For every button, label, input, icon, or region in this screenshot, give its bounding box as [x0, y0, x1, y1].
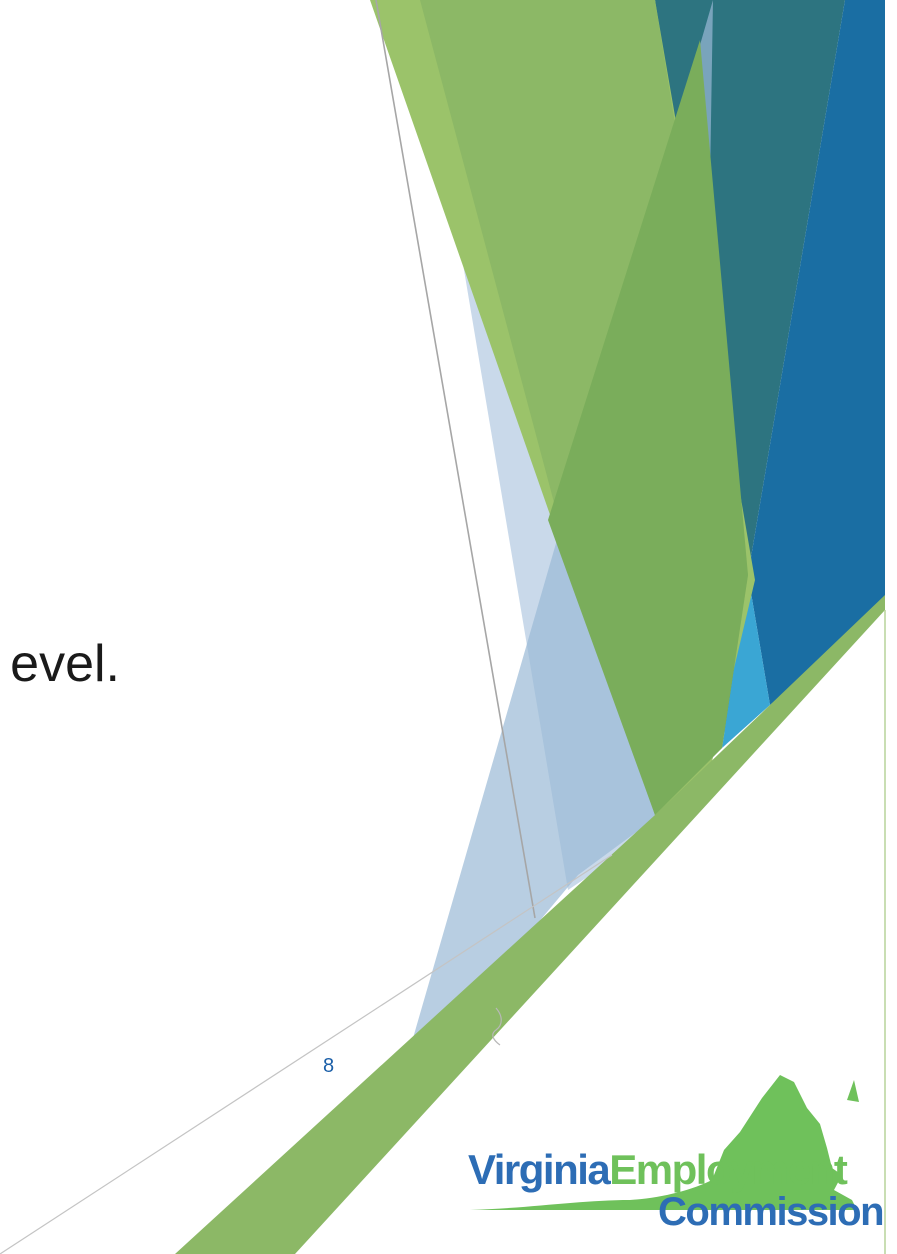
body-text: evel.: [0, 624, 200, 704]
sketch-mark: [492, 1007, 502, 1046]
body-text-fragment: evel.: [10, 635, 120, 693]
logo-word-commission: Commission: [658, 1190, 885, 1234]
vec-logo: VirginiaEmployment Commission: [462, 1040, 885, 1234]
logo-word-virginia: Virginia: [468, 1146, 611, 1193]
logo-wordmark-line1: VirginiaEmployment: [468, 1146, 848, 1194]
blue-panel: [748, 0, 885, 705]
sky-accent: [722, 575, 770, 748]
green-dark-overlap: [548, 40, 748, 815]
page-number: 8: [323, 1055, 335, 1077]
gray-line-2: [0, 854, 613, 1254]
gray-line-1: [375, 0, 536, 919]
logo-word-employment: Employment: [609, 1146, 848, 1193]
virginia-map-icon: [470, 1075, 859, 1210]
